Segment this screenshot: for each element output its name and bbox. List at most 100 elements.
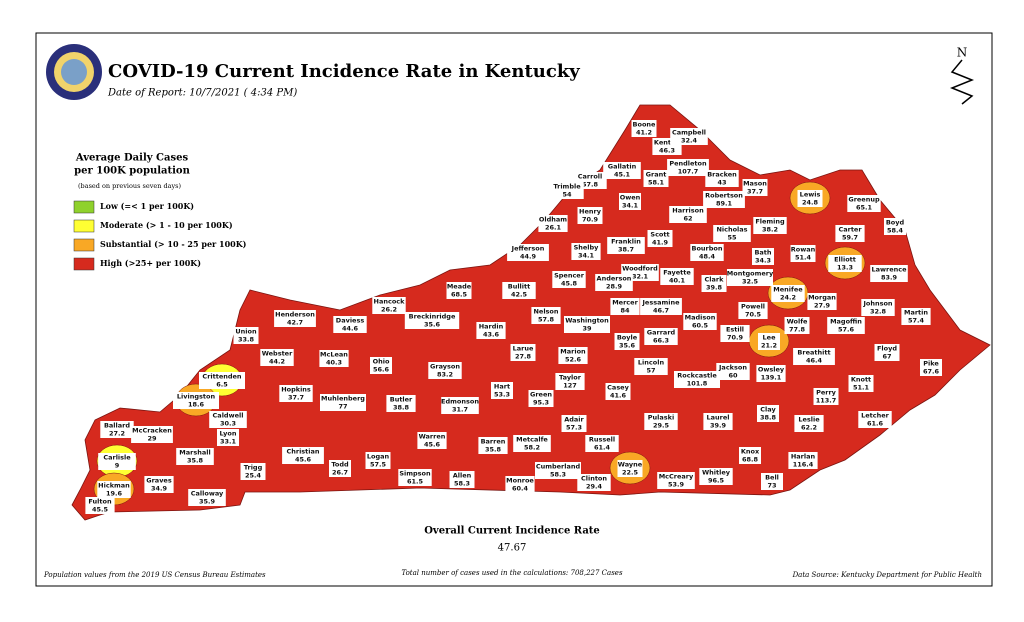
label-box (784, 317, 810, 334)
county-name: Hart (494, 383, 510, 391)
label-box (813, 388, 839, 405)
county-value: 25.4 (245, 472, 262, 480)
label-box (870, 265, 908, 282)
label-box (605, 383, 631, 400)
county-name: Rockcastle (677, 372, 717, 380)
county-value: 34.9 (151, 485, 168, 493)
label-box (794, 415, 824, 432)
label-box (847, 195, 881, 212)
county-value: 29.5 (653, 422, 670, 430)
county-name: Meade (447, 283, 472, 291)
county-value: 19.6 (106, 490, 123, 498)
county-name: Magoffin (830, 318, 862, 326)
county-name: McLean (320, 351, 348, 359)
label-box (505, 476, 535, 493)
county-value: 54 (562, 191, 572, 199)
county-value: 41.9 (652, 239, 669, 247)
county-value: 35.8 (485, 446, 502, 454)
county-name: Anderson (597, 275, 632, 283)
label-box (901, 308, 931, 325)
county-value: 39.8 (706, 284, 723, 292)
county-value: 21.2 (761, 342, 777, 350)
county-name: Logan (367, 453, 390, 461)
county-value: 46.3 (659, 147, 675, 155)
footer-center: Total number of cases used in the calcul… (401, 569, 622, 577)
county-name: Monroe (506, 477, 534, 485)
county-name: Graves (146, 477, 172, 485)
county-name: Russell (589, 436, 615, 444)
county-value: 56.6 (373, 366, 390, 374)
county-name: Gallatin (608, 163, 637, 171)
label-box (333, 316, 367, 333)
label-box (372, 297, 406, 314)
county-name: Ballard (104, 422, 130, 430)
label-box (502, 282, 536, 299)
county-value: 30.3 (220, 420, 236, 428)
label-box (761, 473, 783, 490)
county-name: Lee (763, 334, 777, 342)
label-box (260, 349, 294, 366)
county-name: Elliott (834, 256, 856, 264)
county-name: Bath (754, 249, 771, 257)
county-name: McCracken (132, 427, 172, 435)
label-box (319, 350, 349, 367)
label-box (614, 333, 640, 350)
label-box (788, 452, 818, 469)
legend-label: Moderate (> 1 - 10 per 100K) (100, 220, 233, 230)
county-value: 62.2 (801, 424, 817, 432)
county-value: 61.6 (867, 420, 884, 428)
label-box (510, 344, 536, 361)
county-value: 68.8 (742, 456, 759, 464)
label-box (742, 179, 768, 196)
county-name: Daviess (336, 317, 365, 325)
label-box (274, 310, 316, 327)
label-box (476, 322, 506, 339)
county-value: 37.7 (288, 394, 304, 402)
county-name: Metcalfe (516, 436, 548, 444)
label-box (753, 217, 787, 234)
county-value: 67.6 (923, 368, 940, 376)
label-box (571, 243, 601, 260)
label-box (720, 325, 750, 342)
county-value: 43.6 (483, 331, 500, 339)
county-name: Pike (923, 360, 939, 368)
label-box (386, 395, 416, 412)
county-name: Larue (513, 345, 534, 353)
label-box (647, 230, 673, 247)
county-name: Rowan (791, 246, 816, 254)
label-box (920, 359, 942, 376)
county-value: 45.5 (92, 506, 109, 514)
label-box (716, 363, 750, 380)
county-name: Hancock (374, 298, 406, 306)
county-value: 60.4 (512, 485, 529, 493)
county-name: Owen (620, 194, 641, 202)
county-value: 113.7 (816, 397, 837, 405)
county-value: 96.5 (708, 477, 725, 485)
report-date: Date of Report: 10/7/2021 ( 4:34 PM) (107, 88, 297, 99)
label-box (552, 271, 586, 288)
label-box (491, 382, 513, 399)
label-box (771, 285, 805, 302)
